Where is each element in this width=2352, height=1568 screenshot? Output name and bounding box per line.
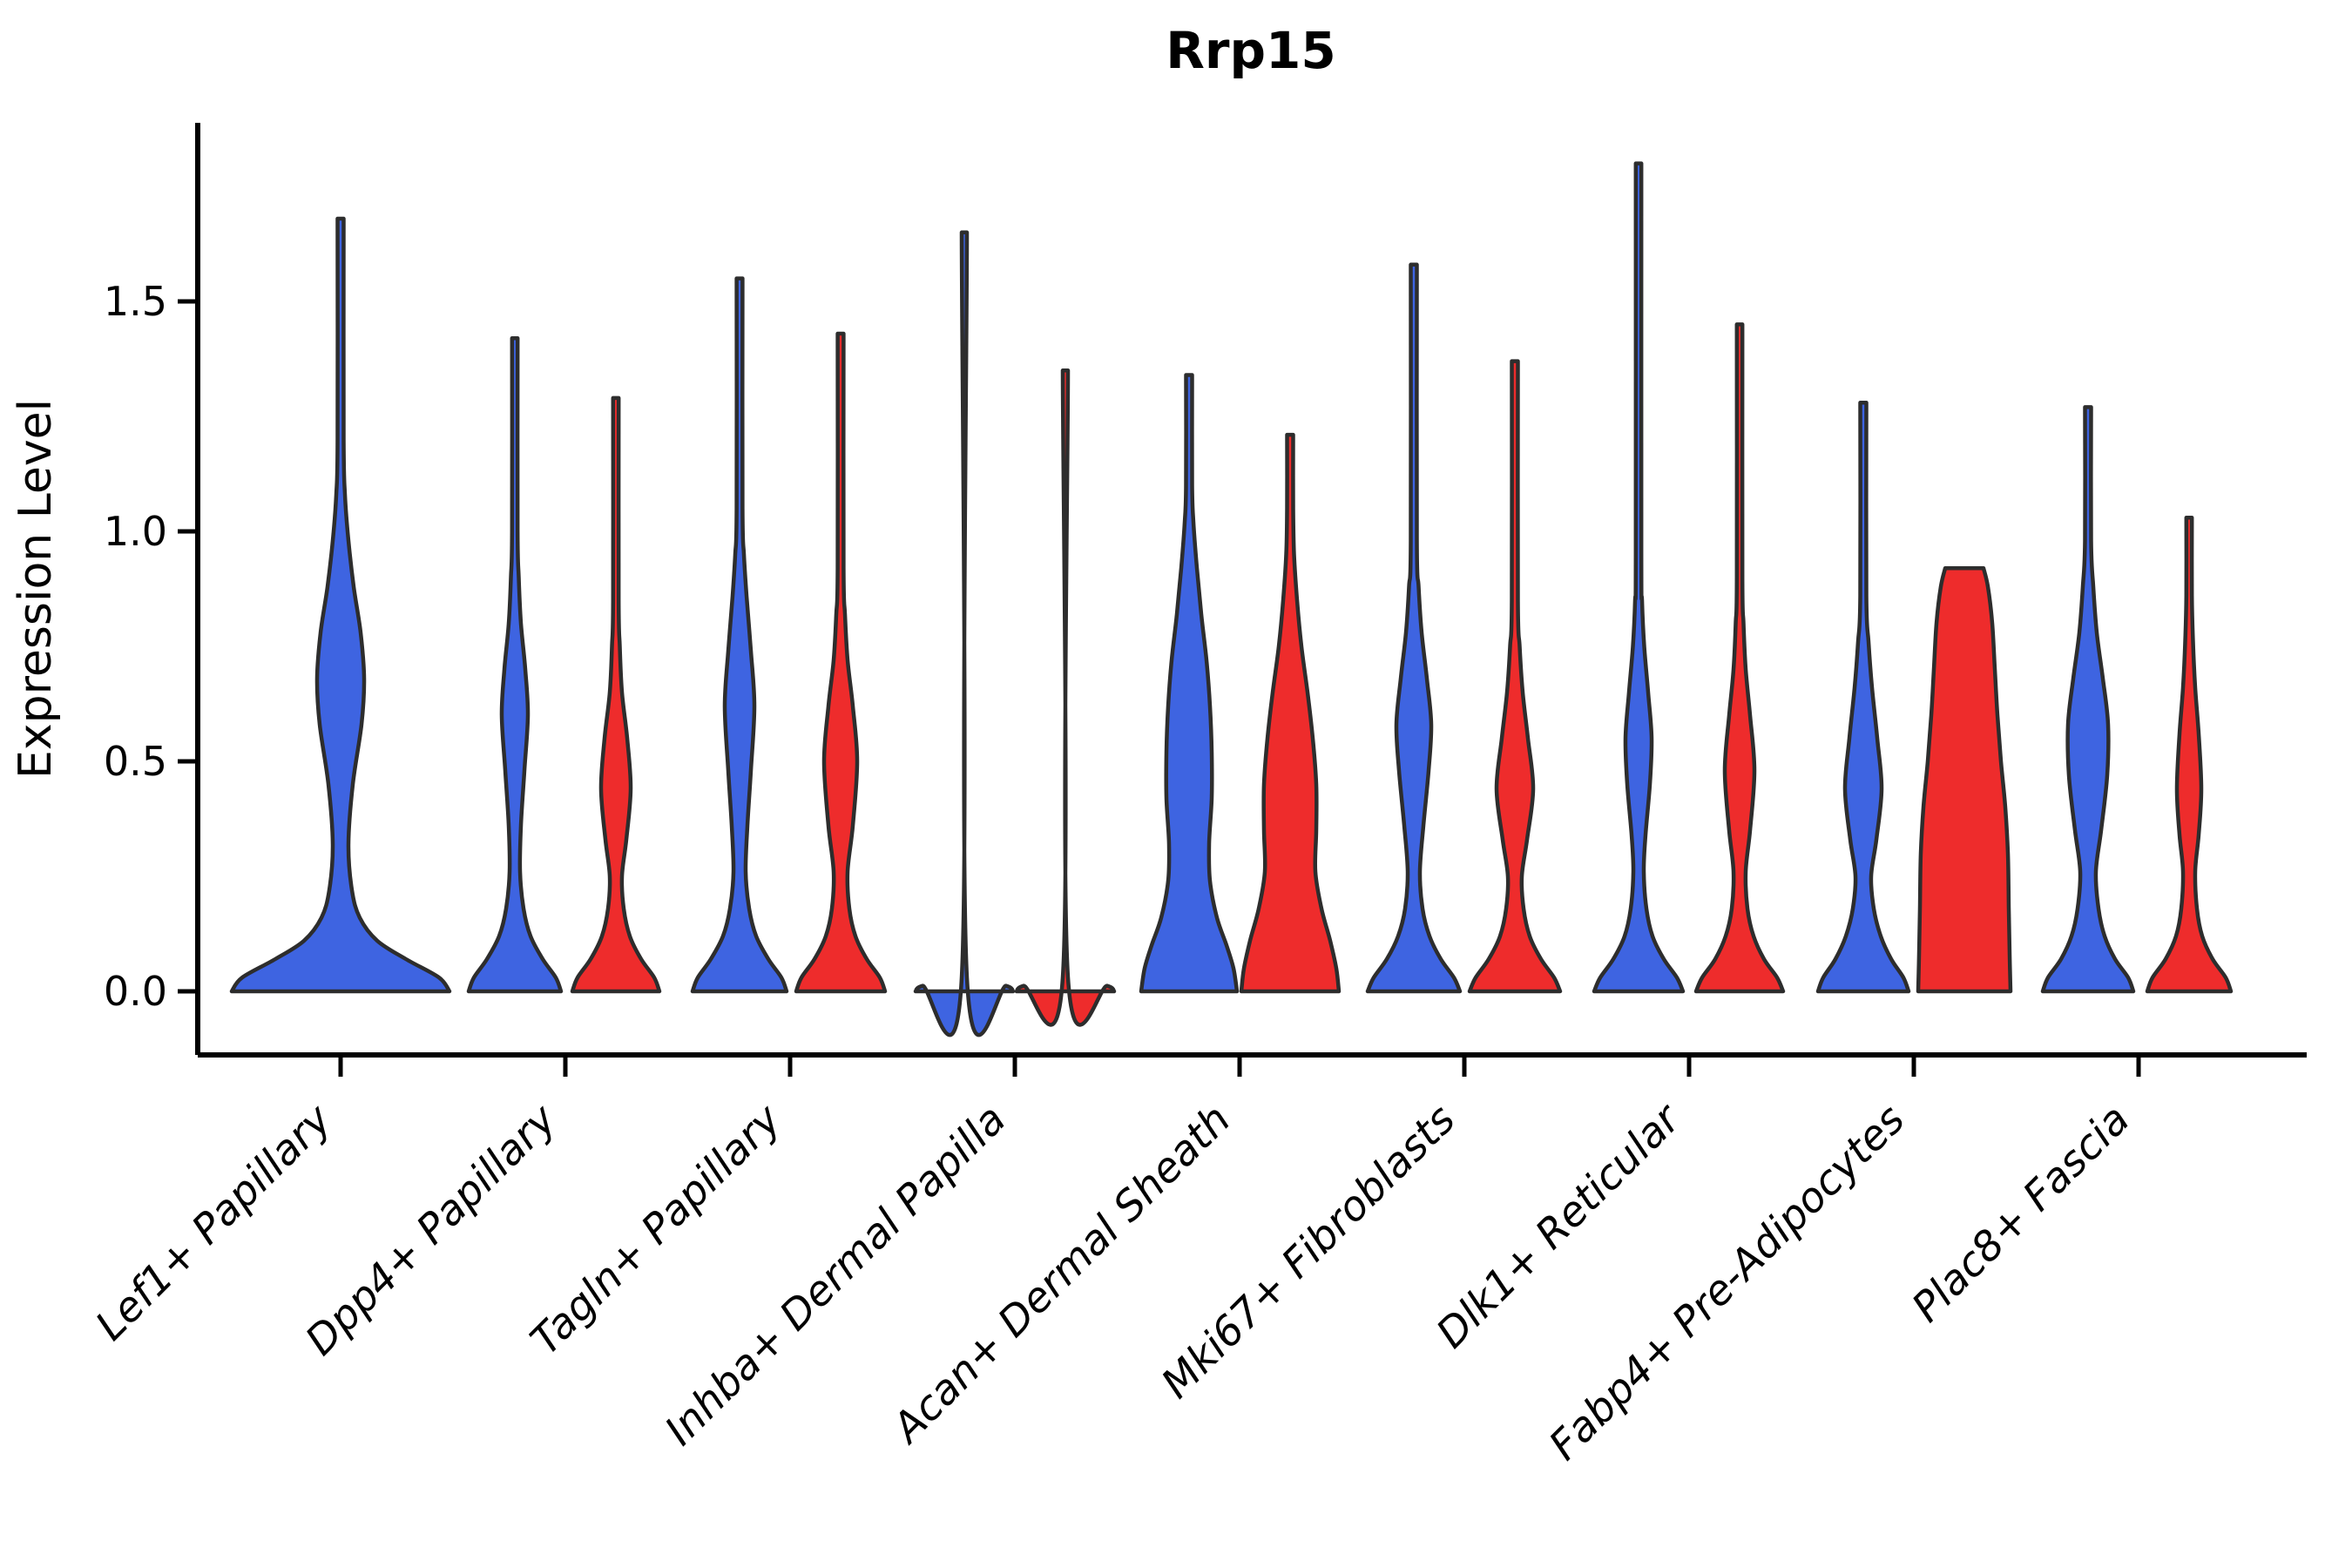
- violin-dlk1-red: [1693, 322, 1786, 994]
- y-tick-label: 0.5: [104, 738, 167, 785]
- violin-lef1-blue: [229, 216, 452, 994]
- chart-title: Rrp15: [1166, 21, 1336, 80]
- violin-mki67-red: [1467, 359, 1563, 994]
- y-tick-label: 1.0: [104, 508, 167, 555]
- y-axis-label: Expression Level: [10, 399, 62, 779]
- violin-acan-red: [1239, 432, 1342, 994]
- y-tick-label: 0.0: [104, 968, 167, 1015]
- violin-fabp4-red: [1916, 565, 2013, 994]
- violin-dpp4-blue: [466, 335, 564, 994]
- violin-dlk1-blue: [1592, 161, 1686, 994]
- x-tick-label: Fabp4+ Pre-Adipocytes: [1540, 1096, 1914, 1470]
- violin-dpp4-red: [570, 395, 662, 994]
- violin-plac8-blue: [2040, 405, 2136, 994]
- y-axis-ticks: 0.0 0.5 1.0 1.5: [104, 278, 198, 1015]
- violin-tagln-blue: [690, 276, 789, 994]
- y-tick-label: 1.5: [104, 278, 167, 325]
- violin-tagln-red: [794, 331, 888, 994]
- violin-inhba-red: [1014, 368, 1117, 1027]
- x-tick-label: Dpp4+ Papillary: [296, 1095, 566, 1365]
- violin-plac8-red: [2145, 515, 2234, 994]
- violins-layer: [229, 161, 2234, 1037]
- violin-mki67-blue: [1365, 262, 1463, 994]
- violin-inhba-blue: [913, 230, 1016, 1037]
- violin-acan-blue: [1139, 373, 1240, 994]
- violin-fabp4-blue: [1815, 400, 1911, 994]
- x-tick-label: Lef1+ Papillary: [86, 1095, 341, 1350]
- x-tick-label: Dlk1+ Reticular: [1428, 1094, 1692, 1358]
- x-tick-label: Plac8+ Fascia: [1903, 1096, 2139, 1332]
- x-tick-label: Tagln+ Papillary: [522, 1095, 792, 1365]
